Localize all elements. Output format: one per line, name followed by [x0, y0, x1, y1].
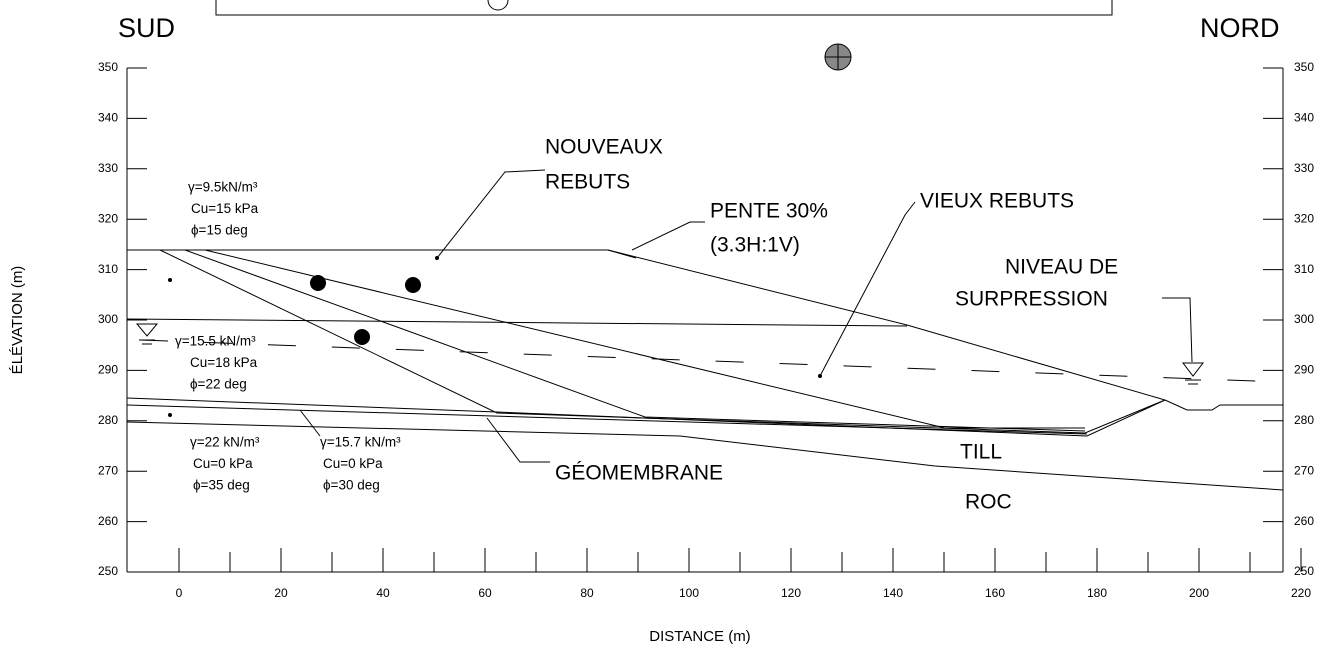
y-tick-label: 270: [1294, 463, 1314, 477]
y-tick-label: 280: [1294, 413, 1314, 427]
x-axis-title: DISTANCE (m): [649, 628, 750, 645]
label: NIVEAU DE: [1005, 256, 1118, 279]
x-tick-label: 20: [274, 586, 288, 600]
x-tick-label: 0: [176, 586, 183, 600]
y-tick-label: 340: [1294, 111, 1314, 125]
label: GÉOMEMBRANE: [555, 462, 723, 485]
label: VIEUX REBUTS: [920, 190, 1074, 213]
y-tick-label: 290: [1294, 363, 1314, 377]
x-tick-label: 140: [883, 586, 903, 600]
y-tick-label: 330: [98, 161, 118, 175]
label: SURPRESSION: [955, 288, 1108, 311]
layer-property: γ=22 kN/m³: [190, 435, 260, 450]
y-tick-label: 320: [98, 211, 118, 225]
layer-property: Cu=0 kPa: [323, 456, 383, 471]
y-tick-label: 260: [98, 514, 118, 528]
layer-property: Cu=18 kPa: [190, 355, 258, 370]
layer-property: ϕ=35 deg: [193, 478, 250, 493]
y-tick-label: 340: [98, 111, 118, 125]
y-tick-label: 320: [1294, 211, 1314, 225]
y-tick-label: 290: [98, 363, 118, 377]
north-label: NORD: [1200, 13, 1280, 43]
x-tick-label: 200: [1189, 586, 1209, 600]
surface-number: 1: [410, 278, 417, 292]
x-tick-label: 160: [985, 586, 1005, 600]
layer-property: γ=9.5kN/m³: [188, 180, 258, 195]
x-tick-label: 120: [781, 586, 801, 600]
layer-property: γ=15.5 kN/m³: [175, 334, 256, 349]
y-tick-label: 250: [98, 564, 118, 578]
x-tick-label: 180: [1087, 586, 1107, 600]
south-label: SUD: [118, 13, 175, 43]
layer-property: Cu=0 kPa: [193, 456, 253, 471]
x-tick-label: 100: [679, 586, 699, 600]
y-tick-label: 350: [1294, 60, 1314, 74]
y-tick-label: 300: [1294, 312, 1314, 326]
y-tick-label: 270: [98, 463, 118, 477]
surface-number: 2: [358, 330, 366, 344]
label: TILL: [960, 441, 1002, 464]
label: PENTE 30%: [710, 200, 828, 223]
label: ROC: [965, 491, 1012, 514]
surface-number: 3: [315, 276, 322, 290]
y-tick-label: 310: [1294, 262, 1314, 276]
geometry: [126, 169, 1284, 491]
layer-property: ϕ=15 deg: [191, 223, 248, 238]
y-tick-label: 300: [98, 312, 118, 326]
x-tick-label: 80: [580, 586, 594, 600]
layer-property: ϕ=30 deg: [323, 478, 380, 493]
layer-property: γ=15.7 kN/m³: [320, 435, 401, 450]
compass: [824, 43, 852, 71]
label: NOUVEAUX: [545, 136, 663, 159]
layer-property: ϕ=22 deg: [190, 377, 247, 392]
y-tick-label: 310: [98, 262, 118, 276]
frame-circle: [487, 0, 509, 11]
layer-property: Cu=15 kPa: [191, 201, 259, 216]
y-tick-label: 330: [1294, 161, 1314, 175]
y-tick-label: 250: [1294, 564, 1314, 578]
y-tick-label: 350: [98, 60, 118, 74]
label: (3.3H:1V): [710, 234, 800, 257]
top-frame: [215, 0, 1113, 16]
x-tick-label: 220: [1291, 586, 1311, 600]
x-tick-label: 40: [376, 586, 390, 600]
y-tick-label: 280: [98, 413, 118, 427]
label: REBUTS: [545, 171, 630, 194]
y-axis-title: ÉLÉVATION (m): [9, 266, 26, 375]
x-tick-label: 60: [478, 586, 492, 600]
y-tick-label: 260: [1294, 514, 1314, 528]
